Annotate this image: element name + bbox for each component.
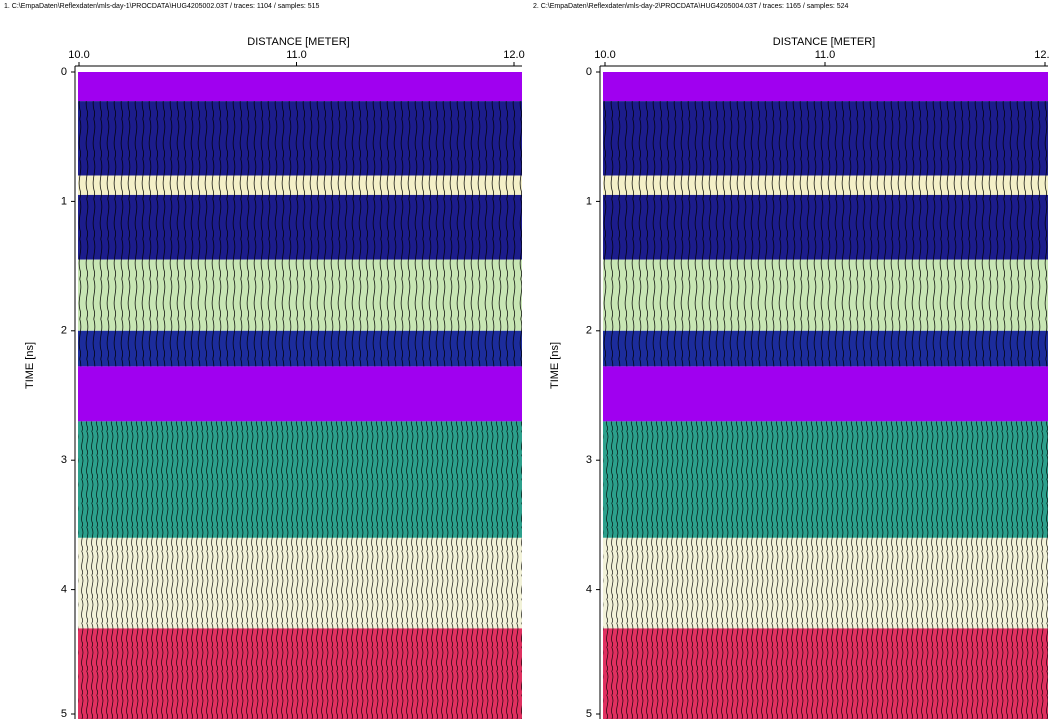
x-tick-label: 11.0 <box>286 49 307 61</box>
y-tick-label: 3 <box>61 454 67 466</box>
radargram-panel: 2. C:\EmpaDaten\Reflexdaten\mls-day-2\PR… <box>533 3 1050 720</box>
y-tick-label: 0 <box>586 66 592 78</box>
wiggle-traces <box>603 101 1048 367</box>
file-header: 2. C:\EmpaDaten\Reflexdaten\mls-day-2\PR… <box>533 3 849 10</box>
x-tick-label: 12.0 <box>503 49 524 61</box>
radar-band <box>78 72 522 102</box>
y-tick-label: 1 <box>586 195 592 207</box>
y-tick-label: 4 <box>61 584 67 596</box>
x-axis-label: DISTANCE [METER] <box>247 36 349 48</box>
x-tick-label: 10.0 <box>594 49 615 61</box>
y-axis-label: TIME [ns] <box>549 342 561 389</box>
wiggle-traces <box>603 421 1048 719</box>
radar-band <box>78 366 522 422</box>
y-tick-label: 0 <box>61 66 67 78</box>
y-tick-label: 1 <box>61 195 67 207</box>
x-tick-label: 12.0 <box>1034 49 1050 61</box>
radargram-panel: 1. C:\EmpaDaten\Reflexdaten\mls-day-1\PR… <box>4 3 525 720</box>
y-tick-label: 3 <box>586 454 592 466</box>
file-header: 1. C:\EmpaDaten\Reflexdaten\mls-day-1\PR… <box>4 3 320 10</box>
radar-band <box>603 72 1048 102</box>
x-axis-label: DISTANCE [METER] <box>773 36 875 48</box>
wiggle-traces <box>78 421 522 719</box>
y-tick-label: 5 <box>586 708 592 720</box>
y-tick-label: 4 <box>586 584 592 596</box>
x-tick-label: 10.0 <box>68 49 89 61</box>
x-tick-label: 11.0 <box>815 49 836 61</box>
y-tick-label: 5 <box>61 708 67 720</box>
y-tick-label: 2 <box>586 325 592 337</box>
y-tick-label: 2 <box>61 325 67 337</box>
y-axis-label: TIME [ns] <box>24 342 36 389</box>
radar-band <box>603 366 1048 422</box>
wiggle-traces <box>78 101 522 367</box>
